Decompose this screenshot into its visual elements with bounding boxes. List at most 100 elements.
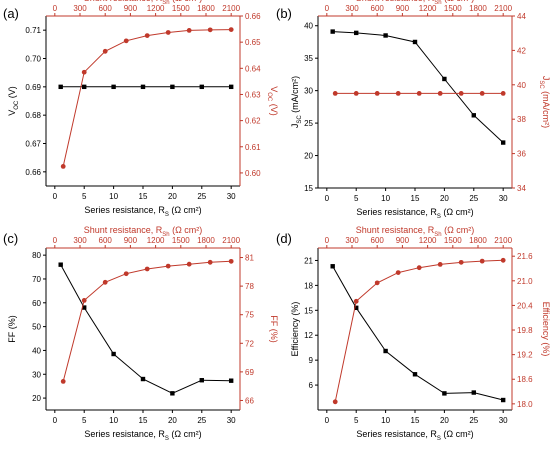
top-tick-label: 0 — [53, 4, 58, 13]
top-tick-label: 1500 — [444, 236, 462, 245]
right-tick-label: 44 — [517, 12, 526, 21]
left-tick-label: 25 — [304, 119, 313, 128]
top-tick-label: 1800 — [469, 4, 487, 13]
right-tick-label: 75 — [245, 311, 254, 320]
bottom-tick-label: 10 — [109, 416, 118, 425]
red-data-point — [165, 263, 171, 269]
red-data-point — [228, 258, 234, 264]
left-tick-label: 0.68 — [25, 111, 41, 120]
left-tick-label: 50 — [32, 323, 41, 332]
right-axis-title: FF (%) — [269, 315, 279, 343]
black-data-point — [500, 397, 506, 403]
left-tick-label: 0.69 — [25, 83, 41, 92]
red-data-point — [332, 91, 338, 96]
bottom-tick-label: 5 — [82, 192, 87, 201]
panel-label: (b) — [276, 6, 292, 21]
right-tick-label: 19.2 — [517, 351, 533, 360]
bottom-tick-label: 30 — [499, 416, 508, 425]
right-axis-title: Efficiency (%) — [541, 302, 550, 357]
left-tick-label: 15 — [304, 306, 313, 315]
red-data-point — [353, 91, 359, 96]
top-tick-label: 1500 — [172, 4, 190, 13]
top-tick-label: 300 — [73, 4, 87, 13]
red-data-point — [60, 379, 66, 384]
bottom-axis-title: Series resistance, RS (Ω cm²) — [84, 205, 201, 218]
left-tick-label: 18 — [304, 281, 313, 290]
right-tick-label: 36 — [517, 150, 526, 159]
left-tick-label: 21 — [304, 256, 313, 265]
red-data-point — [458, 259, 464, 265]
top-axis-title: Shunt resistance, RSh (Ω cm²) — [84, 0, 203, 6]
bottom-tick-label: 10 — [109, 192, 118, 201]
black-data-point — [58, 262, 63, 267]
right-tick-label: 0.60 — [245, 169, 261, 178]
right-tick-label: 0.61 — [245, 143, 261, 152]
left-tick-label: 20 — [304, 152, 313, 161]
right-tick-label: 20.4 — [517, 301, 533, 310]
panel-b: (b)0 5 10 15 20 25 300 300 600 900 1200 1500 1800 210… — [276, 0, 550, 220]
red-data-point — [332, 399, 338, 405]
red-data-point — [353, 298, 359, 304]
right-tick-label: 40 — [517, 81, 526, 90]
bottom-tick-label: 20 — [440, 194, 449, 203]
top-tick-label: 1200 — [147, 236, 165, 245]
red-data-point — [374, 280, 380, 286]
top-tick-label: 0 — [53, 236, 58, 245]
black-data-point — [330, 29, 335, 34]
black-series-line — [332, 266, 504, 401]
right-tick-label: 34 — [517, 184, 526, 193]
top-tick-label: 600 — [371, 236, 385, 245]
top-tick-label: 600 — [371, 4, 385, 13]
right-tick-label: 0.65 — [245, 38, 261, 47]
red-data-point — [186, 261, 192, 267]
top-tick-label: 2100 — [222, 236, 240, 245]
red-data-point — [500, 257, 506, 263]
right-tick-label: 18.0 — [517, 400, 533, 409]
bottom-tick-label: 0 — [53, 416, 58, 425]
black-data-point — [58, 84, 63, 90]
red-data-point — [437, 262, 443, 267]
red-data-point — [416, 91, 422, 96]
left-axis-title: Efficiency (%) — [290, 302, 300, 357]
bottom-tick-label: 15 — [139, 416, 148, 425]
bottom-tick-label: 5 — [354, 194, 359, 203]
red-data-point — [60, 163, 66, 169]
top-tick-label: 1200 — [419, 236, 437, 245]
bottom-tick-label: 0 — [325, 194, 330, 203]
red-data-point — [479, 91, 485, 96]
right-tick-label: 72 — [245, 339, 254, 348]
black-data-point — [111, 84, 116, 90]
black-data-point — [412, 372, 418, 377]
left-tick-label: 30 — [304, 87, 313, 96]
left-tick-label: 0.66 — [25, 168, 41, 177]
black-data-point — [82, 84, 87, 90]
bottom-tick-label: 30 — [499, 194, 508, 203]
black-data-point — [199, 378, 204, 383]
top-tick-label: 900 — [396, 4, 410, 13]
bottom-tick-label: 10 — [381, 416, 390, 425]
red-data-point — [228, 27, 234, 32]
top-tick-label: 600 — [99, 236, 113, 245]
right-tick-label: 0.62 — [245, 117, 261, 126]
panel-c: (c)0 5 10 15 20 25 300 300 600 900 1200 1500 1800 210… — [3, 225, 279, 442]
right-tick-label: 19.8 — [517, 326, 533, 335]
red-series-line — [62, 29, 232, 167]
black-data-point — [170, 84, 175, 90]
right-tick-label: 69 — [245, 368, 254, 377]
black-data-point — [442, 391, 447, 396]
left-axis-title: FF (%) — [7, 315, 17, 343]
left-tick-label: 40 — [304, 22, 313, 31]
black-data-point — [354, 305, 359, 311]
right-axis-title: VOC (V) — [266, 86, 279, 116]
black-data-point — [228, 84, 234, 90]
top-tick-label: 0 — [325, 236, 330, 245]
right-tick-label: 81 — [245, 254, 254, 263]
left-tick-label: 9 — [309, 356, 314, 365]
bottom-axis-title: Series resistance, RS (Ω cm²) — [356, 207, 473, 220]
bottom-tick-label: 0 — [325, 416, 330, 425]
top-tick-label: 300 — [73, 236, 87, 245]
black-data-point — [412, 39, 418, 45]
right-tick-label: 0.64 — [245, 64, 261, 73]
red-data-point — [186, 27, 192, 33]
